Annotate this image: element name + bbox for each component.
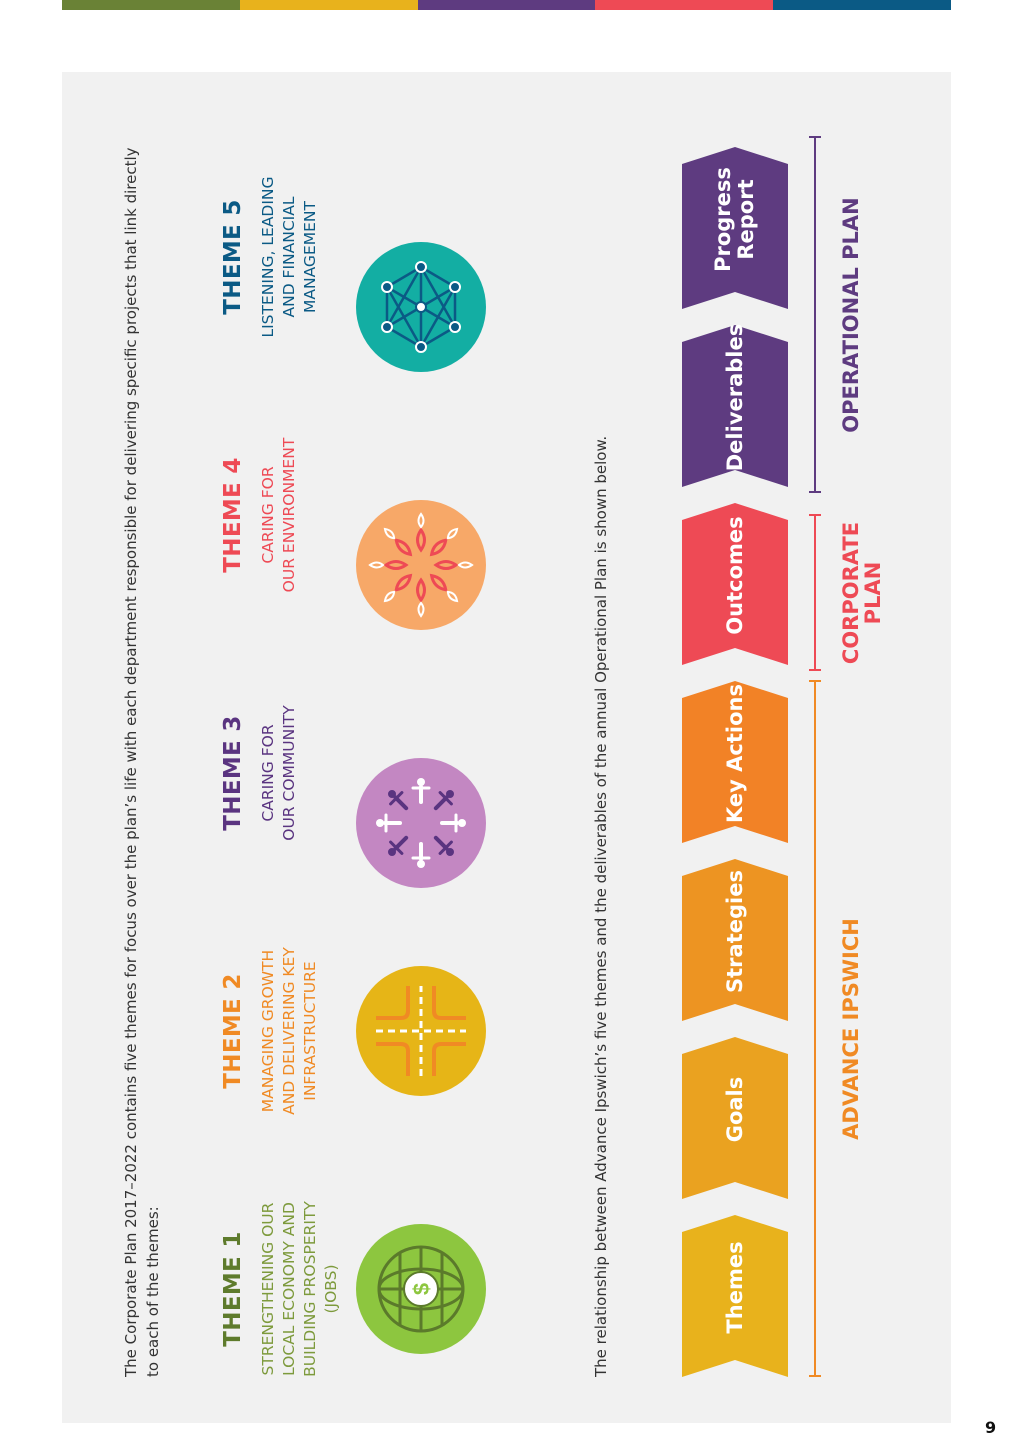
theme-3-subtitle-line: CARING FOR <box>259 724 277 822</box>
flow-label-progress-report: Progress Report <box>682 147 788 292</box>
leaves-circle-icon <box>356 500 486 630</box>
flow-step-strategies <box>682 859 788 1021</box>
flow-label-deliverables-text: Deliverables <box>723 323 747 472</box>
strip-segment-purple <box>417 0 596 10</box>
theme-3-subtitle: CARING FOR OUR COMMUNITY <box>258 658 300 888</box>
flow-step-outcomes <box>682 503 788 665</box>
flow-label-goals: Goals <box>682 1037 788 1182</box>
corporate-plan-bracket <box>809 514 821 671</box>
network-icon <box>356 242 486 372</box>
top-color-strip <box>62 0 951 10</box>
theme-4-subtitle-line: CARING FOR <box>259 466 277 564</box>
road-intersection-icon <box>356 966 486 1096</box>
theme-3: THEME 3 CARING FOR OUR COMMUNITY <box>220 658 300 888</box>
operational-plan-label: OPERATIONAL PLAN <box>839 197 863 433</box>
flow-label-outcomes: Outcomes <box>682 503 788 648</box>
theme-4-subtitle: CARING FOR OUR ENVIRONMENT <box>258 400 300 630</box>
strip-segment-yellow <box>239 0 418 10</box>
corporate-plan-label: CORPORATE PLAN <box>839 515 885 671</box>
corporate-plan-label-line: CORPORATE <box>839 521 863 665</box>
corporate-plan-label-line: PLAN <box>861 561 885 625</box>
theme-1-subtitle-line: LOCAL ECONOMY AND <box>280 1202 298 1376</box>
people-circle-icon <box>356 758 486 888</box>
advance-ipswich-label: ADVANCE IPSWICH <box>839 918 863 1140</box>
theme-2-subtitle-line: MANAGING GROWTH <box>259 949 277 1113</box>
flow-step-themes <box>682 1215 788 1377</box>
theme-5-subtitle-line: LISTENING, LEADING <box>259 176 277 338</box>
theme-2: THEME 2 MANAGING GROWTH AND DELIVERING K… <box>220 916 321 1146</box>
theme-5-subtitle-line: MANAGEMENT <box>301 201 319 313</box>
flow-label-themes-text: Themes <box>723 1241 747 1334</box>
flow-step-progress-report <box>682 147 788 309</box>
operational-plan-bracket <box>809 136 821 493</box>
theme-4-title: THEME 4 <box>220 457 246 573</box>
flow-label-themes: Themes <box>682 1215 788 1360</box>
flow-chevrons <box>682 147 788 1377</box>
theme-4: THEME 4 CARING FOR OUR ENVIRONMENT <box>220 400 300 630</box>
svg-text:$: $ <box>409 1283 434 1295</box>
flow-label-key-actions: Key Actions <box>682 681 788 826</box>
flow-label-outcomes-text: Outcomes <box>723 516 747 635</box>
theme-1: THEME 1 STRENGTHENING OUR LOCAL ECONOMY … <box>220 1174 342 1404</box>
theme-3-subtitle-line: OUR COMMUNITY <box>280 705 298 841</box>
flow-label-progress-report-line: Progress <box>711 167 735 272</box>
flow-label-progress-report-line: Report <box>734 179 758 260</box>
globe-dollar-icon: $ <box>356 1224 486 1354</box>
theme-2-subtitle-line: INFRASTRUCTURE <box>301 961 319 1101</box>
theme-1-subtitle-line: STRENGTHENING OUR <box>259 1202 277 1376</box>
theme-1-subtitle-line: BUILDING PROSPERITY <box>301 1201 319 1377</box>
theme-5-subtitle-line: AND FINANCIAL <box>280 196 298 318</box>
flow-label-strategies-text: Strategies <box>723 870 747 993</box>
theme-1-title: THEME 1 <box>220 1231 246 1347</box>
flow-label-key-actions-text: Key Actions <box>723 684 747 823</box>
theme-4-subtitle-line: OUR ENVIRONMENT <box>280 437 298 593</box>
flow-label-deliverables: Deliverables <box>682 323 788 472</box>
theme-2-title: THEME 2 <box>220 973 246 1089</box>
theme-1-subtitle: STRENGTHENING OUR LOCAL ECONOMY AND BUIL… <box>258 1174 342 1404</box>
advance-ipswich-bracket <box>809 680 821 1377</box>
theme-2-subtitle-line: AND DELIVERING KEY <box>280 947 298 1115</box>
flow-step-key-actions <box>682 681 788 843</box>
relationship-paragraph: The relationship between Advance Ipswich… <box>592 435 610 1377</box>
theme-5-title: THEME 5 <box>220 199 246 315</box>
flow-label-goals-text: Goals <box>723 1076 747 1143</box>
rotated-content: The Corporate Plan 2017–2022 contains fi… <box>62 72 951 1423</box>
intro-paragraph: The Corporate Plan 2017–2022 contains fi… <box>122 147 162 1377</box>
theme-5: THEME 5 LISTENING, LEADING AND FINANCIAL… <box>220 142 321 372</box>
planning-flow: Themes Goals Strategies Key Actions Outc… <box>682 127 788 1377</box>
strip-segment-blue <box>773 0 951 10</box>
content-panel: The Corporate Plan 2017–2022 contains fi… <box>62 72 951 1423</box>
flow-step-goals <box>682 1037 788 1199</box>
theme-3-title: THEME 3 <box>220 715 246 831</box>
flow-label-strategies: Strategies <box>682 859 788 1004</box>
strip-segment-red <box>595 0 774 10</box>
theme-5-subtitle: LISTENING, LEADING AND FINANCIAL MANAGEM… <box>258 142 321 372</box>
theme-1-subtitle-line: (JOBS) <box>322 1264 340 1314</box>
flow-step-deliverables <box>682 325 788 487</box>
page-number: 9 <box>985 1418 997 1437</box>
strip-segment-green <box>62 0 240 10</box>
theme-2-subtitle: MANAGING GROWTH AND DELIVERING KEY INFRA… <box>258 916 321 1146</box>
